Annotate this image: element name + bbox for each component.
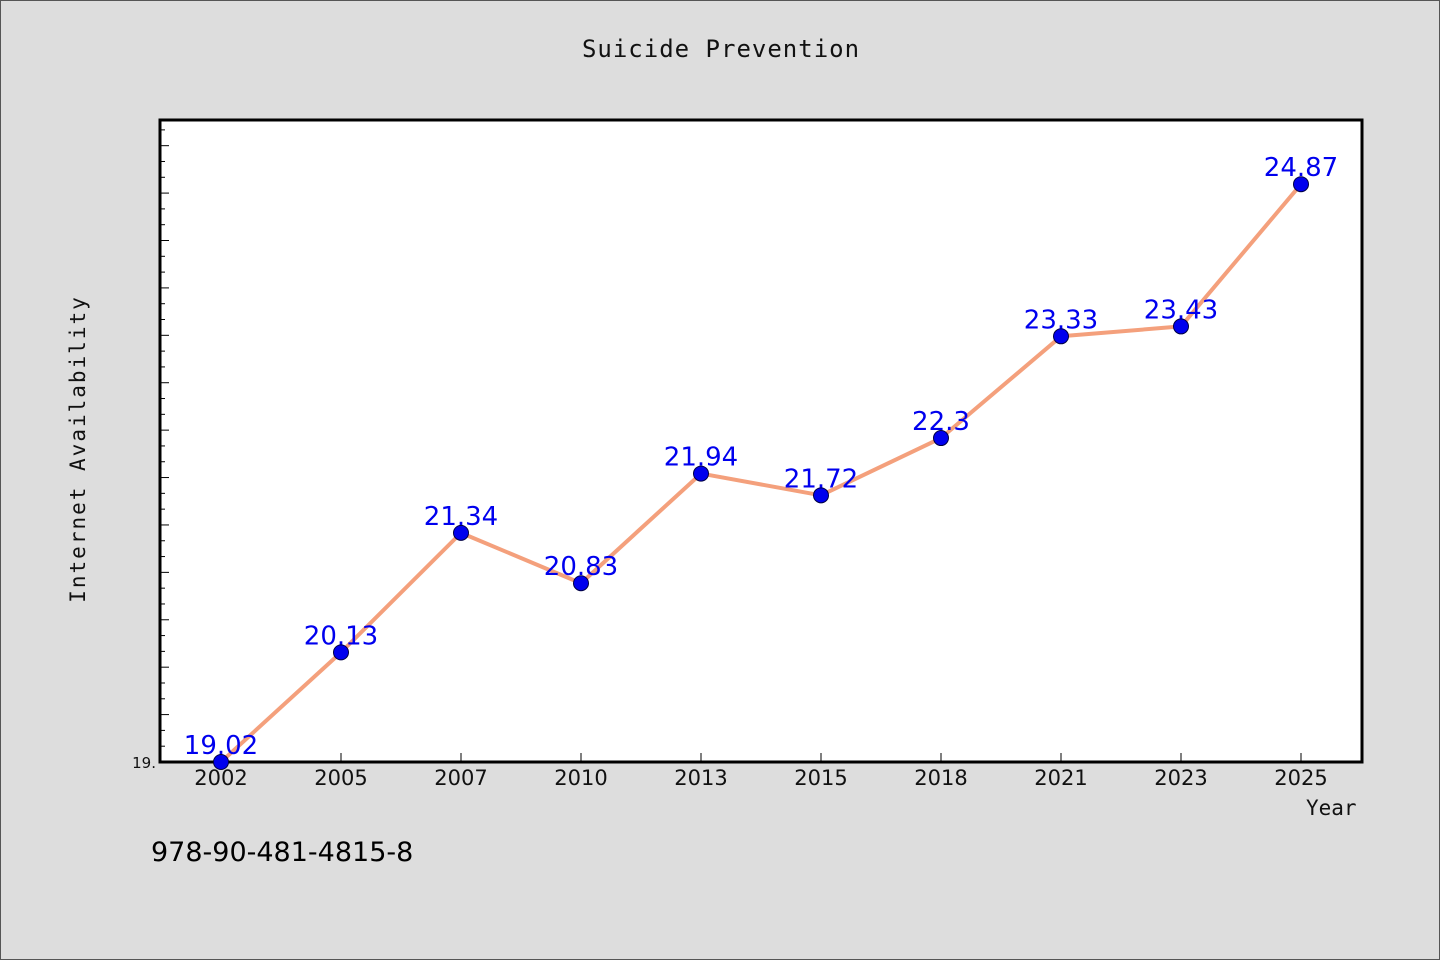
x-tick-label: 2015 [794,766,847,790]
y-tick-label: 19. [132,754,156,772]
x-tick-label: 2013 [674,766,727,790]
data-label: 21.34 [424,502,498,532]
x-tick-label: 2021 [1034,766,1087,790]
data-label: 23.33 [1024,305,1098,335]
data-label: 24.87 [1264,153,1338,183]
x-tick-label: 2018 [914,766,967,790]
data-point [693,465,709,482]
x-tick-label: 2023 [1154,766,1207,790]
data-point [933,430,949,447]
data-label: 22.3 [912,407,970,437]
data-point [213,754,229,770]
data-label: 21.94 [664,443,738,473]
x-axis-label: Year [1306,796,1357,820]
data-point [1053,328,1069,345]
data-label: 20.13 [304,621,378,651]
x-tick-label: 2007 [434,766,487,790]
data-label: 23.43 [1144,295,1218,325]
x-tick-label: 2005 [314,766,367,790]
series-line [219,182,1303,764]
data-point [1173,318,1189,335]
plot-area [158,118,1364,764]
data-point [573,575,589,592]
data-point [333,644,349,661]
data-point [1293,176,1309,193]
isbn-text: 978-90-481-4815-8 [151,837,414,868]
data-point [813,487,829,504]
data-point [453,524,469,541]
x-tick-label: 2025 [1274,766,1327,790]
x-tick-label: 2010 [554,766,607,790]
data-label: 21.72 [784,464,858,494]
chart-title: Suicide Prevention [581,35,861,63]
data-label: 19.02 [184,731,258,761]
data-label: 20.83 [544,552,618,582]
